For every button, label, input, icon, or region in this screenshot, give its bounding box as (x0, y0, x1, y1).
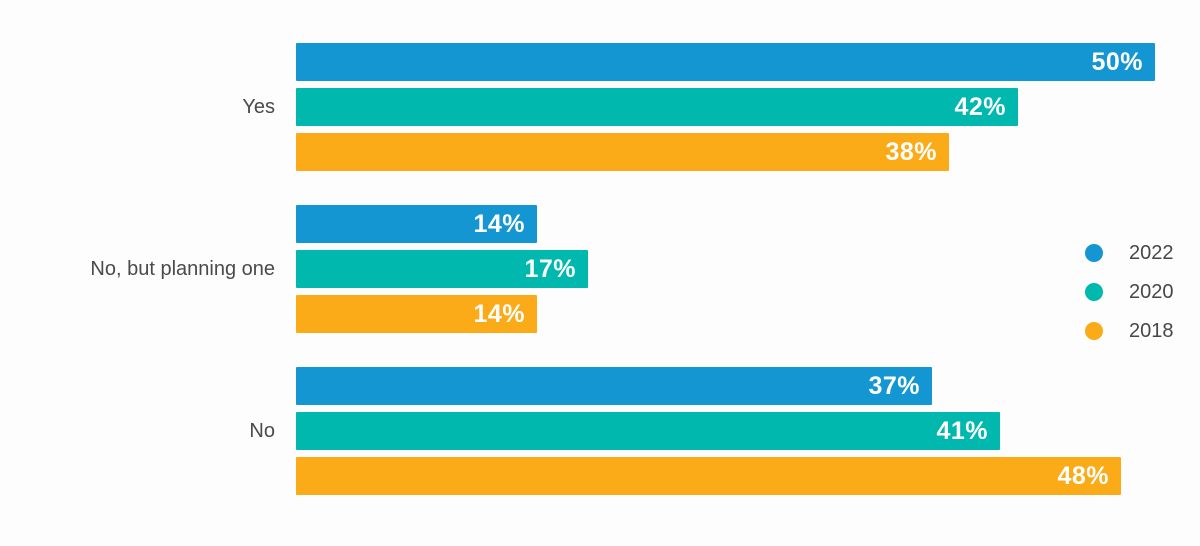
value-label: 50% (1091, 47, 1143, 76)
value-label: 42% (954, 92, 1006, 121)
bar-stack: 14% 17% 14% (296, 205, 588, 333)
value-label: 48% (1057, 461, 1109, 490)
legend-item-2018: 2018 (1085, 316, 1174, 346)
plot-area: Yes 50% 42% 38% No, but planning one 14% 17% 14… (0, 43, 1155, 495)
legend-label-2022: 2022 (1129, 241, 1174, 264)
bar-2020-no: 41% (296, 412, 1000, 450)
bar-2018-no: 48% (296, 457, 1121, 495)
value-label: 14% (473, 209, 525, 238)
bar-2022-no-but-planning-one: 14% (296, 205, 537, 243)
bar-2018-yes: 38% (296, 133, 949, 171)
legend-dot-2018 (1085, 322, 1103, 340)
bar-2018-no-but-planning-one: 14% (296, 295, 537, 333)
category-label-yes: Yes (242, 95, 275, 118)
bar-2022-no: 37% (296, 367, 932, 405)
legend-item-2020: 2020 (1085, 277, 1174, 307)
bar-2022-yes: 50% (296, 43, 1155, 81)
legend-label-2020: 2020 (1129, 280, 1174, 303)
bar-group-no: No 37% 41% 48% (0, 367, 1155, 495)
legend-item-2022: 2022 (1085, 238, 1174, 268)
legend-dot-2020 (1085, 283, 1103, 301)
value-label: 38% (885, 137, 937, 166)
bar-group-yes: Yes 50% 42% 38% (0, 43, 1155, 171)
legend: 2022 2020 2018 (1085, 238, 1174, 346)
bar-stack: 50% 42% 38% (296, 43, 1155, 171)
category-label-no: No (249, 419, 275, 442)
bar-2020-no-but-planning-one: 17% (296, 250, 588, 288)
value-label: 41% (936, 416, 988, 445)
value-label: 17% (524, 254, 576, 283)
bar-group-no-but-planning-one: No, but planning one 14% 17% 14% (0, 205, 1155, 333)
category-label-no-but-planning-one: No, but planning one (90, 257, 275, 280)
bar-stack: 37% 41% 48% (296, 367, 1121, 495)
value-label: 37% (868, 371, 920, 400)
legend-label-2018: 2018 (1129, 319, 1174, 342)
bar-2020-yes: 42% (296, 88, 1018, 126)
value-label: 14% (473, 299, 525, 328)
legend-dot-2022 (1085, 244, 1103, 262)
